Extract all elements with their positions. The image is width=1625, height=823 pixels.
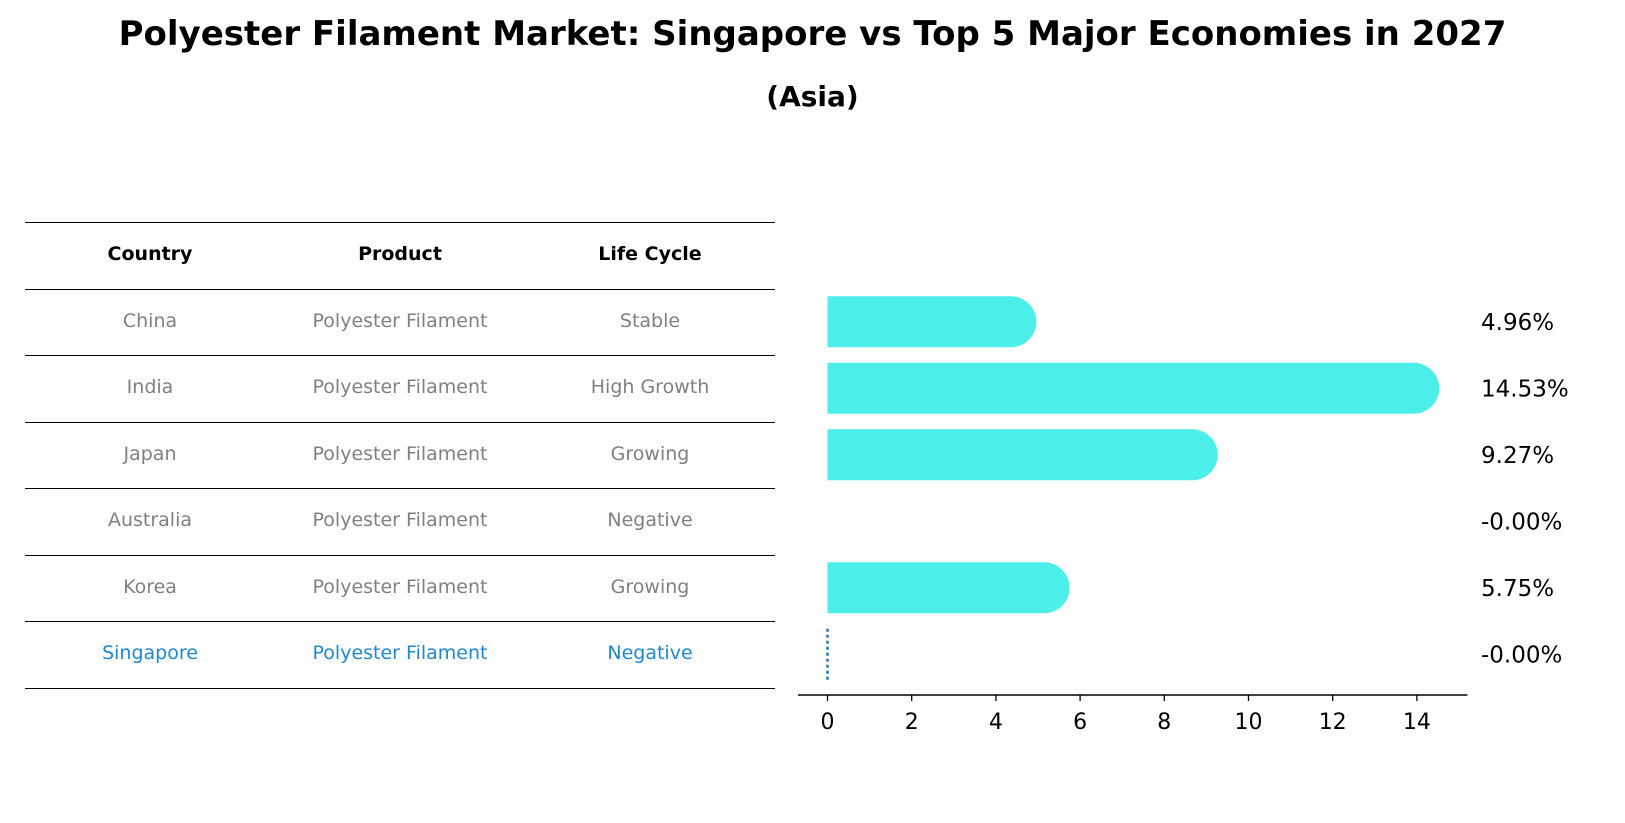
table-cell-country: Japan xyxy=(123,442,177,465)
x-tick-label: 2 xyxy=(905,710,919,735)
bar-value-label: 14.53% xyxy=(1481,376,1569,402)
table-cell-product: Polyester Filament xyxy=(312,642,488,665)
bar xyxy=(827,362,1440,414)
table-cell-product: Polyester Filament xyxy=(312,575,488,598)
chart-title: Polyester Filament Market: Singapore vs … xyxy=(118,14,1507,54)
x-tick-label: 12 xyxy=(1319,710,1347,735)
x-tick-label: 14 xyxy=(1403,710,1431,735)
table-cell-life-cycle: Negative xyxy=(607,642,693,665)
table-cell-life-cycle: Growing xyxy=(610,575,690,598)
table-rule xyxy=(25,421,775,423)
table-rule xyxy=(25,554,775,556)
table-cell-product: Polyester Filament xyxy=(312,509,488,532)
table-cell-product: Polyester Filament xyxy=(312,309,488,332)
x-tick-label: 10 xyxy=(1235,710,1263,735)
bar-value-label: -0.00% xyxy=(1481,642,1562,668)
table-cell-life-cycle: Stable xyxy=(619,309,681,332)
bar xyxy=(827,562,1070,614)
table-cell-life-cycle: High Growth xyxy=(590,376,710,399)
table-cell-product: Polyester Filament xyxy=(312,442,488,465)
bar-chart: 4.96% 14.53% 9.27% -0.00% 5.75% -0.00% 0 2 4 6 8 10… xyxy=(798,296,1569,735)
table-cell-life-cycle: Growing xyxy=(610,442,690,465)
bar xyxy=(827,296,1037,348)
table-cell-country: China xyxy=(122,309,178,332)
bar-value-label: 4.96% xyxy=(1481,310,1554,336)
table-rule xyxy=(25,288,775,290)
table-rule xyxy=(25,222,775,223)
bar-value-label: -0.00% xyxy=(1481,509,1562,535)
chart-subtitle: (Asia) xyxy=(766,80,859,113)
table-header-cell: Life Cycle xyxy=(598,243,702,266)
bar-value-label: 5.75% xyxy=(1481,576,1554,602)
table-header-cell: Country xyxy=(107,243,193,266)
table-cell-country: India xyxy=(126,376,174,399)
table-rule xyxy=(25,621,775,622)
table-cell-product: Polyester Filament xyxy=(312,376,488,399)
table-cell-country: Korea xyxy=(123,575,177,598)
table-cell-country: Australia xyxy=(107,509,193,532)
table-rule xyxy=(25,488,775,489)
bar xyxy=(827,429,1218,481)
x-tick-label: 8 xyxy=(1157,710,1171,735)
x-tick-label: 6 xyxy=(1073,710,1087,735)
bar-value-label: 9.27% xyxy=(1481,443,1554,469)
x-tick-label: 0 xyxy=(821,710,835,735)
table-header-cell: Product xyxy=(358,243,442,266)
table-rule xyxy=(25,355,775,356)
table-cell-country: Singapore xyxy=(102,642,198,665)
table-rule xyxy=(25,687,775,689)
table-cell-life-cycle: Negative xyxy=(607,509,693,532)
x-tick-label: 4 xyxy=(989,710,1003,735)
